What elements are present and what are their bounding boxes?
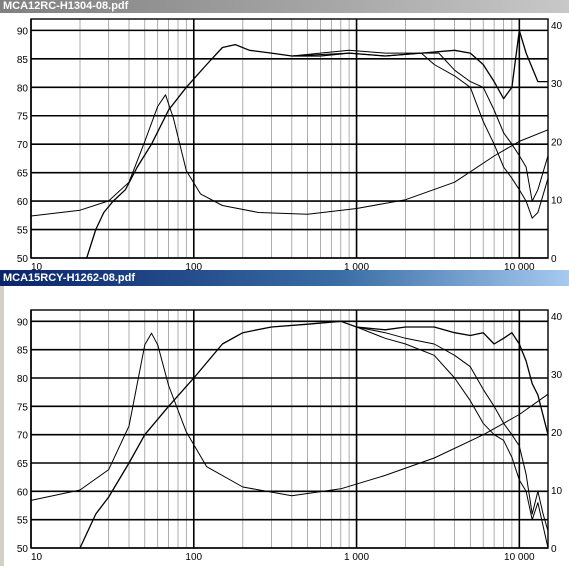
y-left-tick-label: 90 [17, 317, 29, 328]
window-title-bar[interactable]: MCA15RCY-H1262-08.pdf [0, 270, 569, 286]
y-left-tick-label: 60 [17, 487, 29, 498]
y-left-tick-label: 70 [17, 431, 29, 442]
x-tick-label: 100 [185, 262, 202, 270]
x-tick-label: 10 [31, 262, 43, 270]
y-left-tick-label: 85 [17, 55, 29, 66]
y-left-tick-label: 65 [17, 459, 29, 470]
x-tick-label: 1 000 [344, 262, 369, 270]
x-tick-label: 100 [185, 552, 202, 563]
x-tick-label: 10 000 [504, 552, 535, 563]
y-right-tick-label: 40 [551, 21, 563, 32]
y-right-tick-label: 30 [551, 370, 563, 381]
y-left-tick-label: 90 [17, 26, 29, 37]
y-left-tick-label: 80 [17, 83, 29, 94]
window-title-bar[interactable]: MCA12RC-H1304-08.pdf [0, 0, 569, 13]
plot-frame [30, 18, 549, 259]
y-left-tick-label: 65 [17, 169, 29, 180]
y-left-tick-label: 50 [17, 544, 29, 555]
frequency-response-chart-1: 10 100 1 000 10 000 50 55 60 65 70 75 80 85 90 0 10 20 3… [17, 18, 563, 270]
window-mca15rcy[interactable]: MCA15RCY-H1262-08.pdf 10 100 1 000 10 000 50… [0, 270, 569, 566]
y-left-tick-label: 60 [17, 197, 29, 208]
spl-curve-1 [79, 320, 549, 549]
impedance-curve [30, 94, 549, 217]
y-right-tick-label: 30 [551, 79, 563, 90]
frequency-response-chart-2: 10 100 1 000 10 000 50 55 60 65 70 75 80 85 90 0 10 20 3… [17, 309, 563, 563]
y-left-tick-label: 75 [17, 112, 29, 123]
y-right-tick-label: 0 [551, 254, 557, 265]
y-left-tick-label: 70 [17, 140, 29, 151]
y-right-tick-label: 10 [551, 196, 563, 207]
y-left-tick-label: 55 [17, 226, 29, 237]
x-tick-label: 10 000 [504, 262, 535, 270]
y-right-tick-label: 40 [551, 312, 563, 323]
impedance-curve [30, 332, 549, 501]
plot-frame [30, 309, 549, 549]
spl-curve-3 [356, 326, 549, 532]
window-mca12rc[interactable]: MCA12RC-H1304-08.pdf 10 100 1 000 10 000 50 5… [0, 0, 569, 270]
y-right-tick-label: 20 [551, 428, 563, 439]
y-right-tick-label: 20 [551, 137, 563, 148]
y-right-tick-label: 10 [551, 486, 563, 497]
y-left-tick-label: 85 [17, 346, 29, 357]
window-left-frame [0, 286, 4, 566]
spl-curve-2 [291, 49, 549, 219]
spl-curve-3 [291, 52, 549, 202]
y-left-tick-label: 80 [17, 374, 29, 385]
y-left-tick-label: 50 [17, 254, 29, 265]
y-left-tick-label: 55 [17, 516, 29, 527]
spl-curve-2 [356, 326, 549, 549]
x-tick-label: 10 [31, 552, 43, 563]
x-tick-label: 1 000 [344, 552, 369, 563]
y-right-tick-label: 0 [551, 544, 557, 555]
y-left-tick-label: 75 [17, 402, 29, 413]
